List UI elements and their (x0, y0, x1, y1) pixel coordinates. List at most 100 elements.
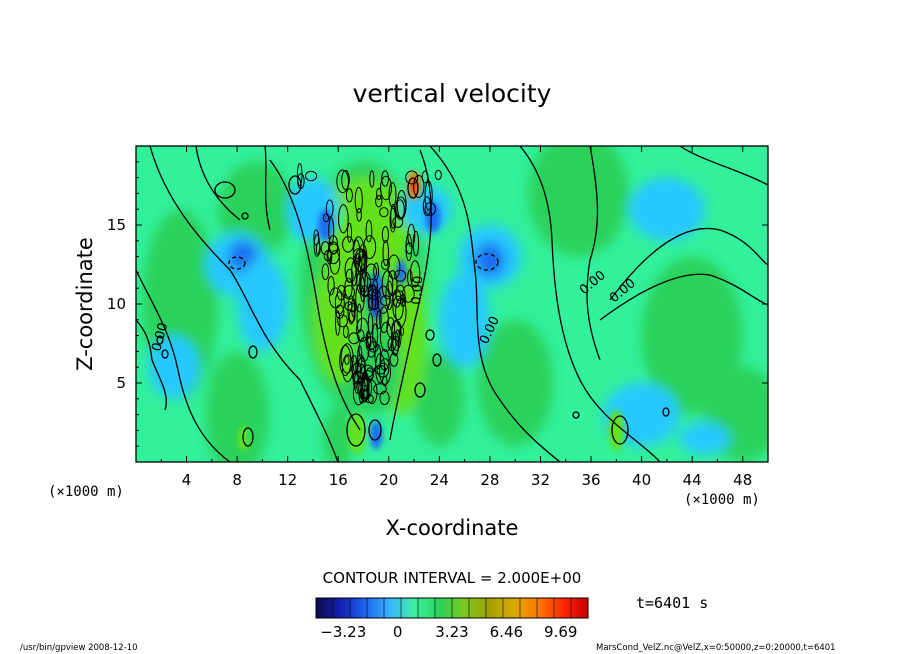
colorbar-tick-label: 9.69 (544, 623, 577, 641)
small-contour (424, 180, 433, 211)
small-contour (375, 195, 383, 208)
x-axis-label: X-coordinate (386, 516, 519, 540)
field-blob (679, 422, 731, 455)
small-contour (338, 204, 349, 234)
x-tick-label: 20 (379, 471, 398, 489)
contour-label: 0.00 (149, 321, 171, 353)
colorbar-tick-label: 6.46 (490, 623, 523, 641)
small-contour (354, 186, 363, 214)
small-contour (342, 236, 354, 253)
small-contour (369, 170, 375, 188)
small-contour (342, 325, 349, 339)
small-contour (355, 354, 366, 379)
small-contour (344, 257, 357, 283)
small-contour (395, 290, 404, 302)
small-contour (372, 323, 379, 348)
field-core (348, 413, 367, 455)
small-contour (365, 263, 378, 281)
field-core (425, 201, 441, 233)
colorbar-ticks: −3.23 0 3.23 6.46 9.69 (315, 598, 589, 641)
x-tick-label: 32 (531, 471, 550, 489)
small-contour (340, 343, 354, 374)
field-blob (312, 256, 364, 383)
small-contour (413, 174, 425, 198)
field-blob (414, 351, 465, 447)
small-contour (347, 222, 353, 243)
small-contour (367, 285, 379, 297)
small-contour (341, 354, 354, 383)
small-contour (422, 196, 432, 217)
small-contour (347, 295, 355, 325)
small-contour (379, 348, 390, 371)
x-tick-label: 8 (232, 471, 242, 489)
small-contour (386, 317, 396, 338)
y-axis-label: Z-coordinate (73, 237, 97, 371)
small-contour (355, 252, 362, 266)
field-core (608, 409, 624, 451)
small-contour (405, 170, 419, 185)
small-contour (380, 175, 392, 201)
footer-left: /usr/bin/gpview 2008-12-10 (20, 643, 138, 653)
dense-contours (296, 163, 442, 406)
small-contour (367, 312, 374, 335)
small-contour (388, 182, 397, 208)
small-contour (321, 263, 330, 281)
colorbar-tick-label: 3.23 (435, 623, 468, 641)
small-contour (336, 169, 349, 194)
small-contour (373, 383, 387, 395)
field-core (369, 420, 383, 450)
small-contour (376, 310, 382, 330)
small-contour (421, 170, 429, 184)
contour-interval: CONTOUR INTERVAL = 2.000E+00 (323, 569, 582, 587)
field-blob (477, 319, 554, 447)
contour-label: 0.00 (409, 275, 426, 305)
small-contour (323, 213, 330, 223)
field-blob (474, 242, 506, 278)
x-unit-left: (×1000 m) (48, 484, 124, 500)
small-contour (358, 243, 368, 272)
small-contour (362, 369, 374, 381)
x-tick-label: 12 (278, 471, 297, 489)
plot-area: 0.00 0.00 0.00 0.00 0.00 (136, 146, 768, 462)
small-contour (391, 320, 402, 351)
small-contour (366, 336, 372, 348)
small-contour (407, 269, 413, 287)
small-contour (412, 230, 420, 257)
field-blob (628, 177, 705, 241)
small-contour (313, 234, 321, 257)
colorbar-tick-label: 0 (393, 623, 403, 641)
field-core (381, 225, 397, 257)
small-contour (365, 219, 373, 243)
small-contour (387, 270, 398, 297)
chart-title: vertical velocity (353, 79, 552, 108)
x-tick-label: 16 (329, 471, 348, 489)
small-contour (387, 254, 401, 280)
field-blob (641, 256, 743, 415)
x-tick-label: 28 (480, 471, 499, 489)
small-contour (399, 326, 405, 337)
small-contour (356, 208, 362, 222)
time-label: t=6401 s (636, 594, 708, 612)
small-contour (355, 283, 365, 313)
field-blob (237, 256, 288, 352)
small-contour (359, 384, 370, 402)
small-contour (381, 226, 389, 243)
field-core (396, 259, 407, 286)
y-tick-label: 15 (107, 216, 126, 234)
small-contour (382, 239, 390, 267)
small-contour (381, 270, 394, 300)
small-contour (353, 248, 366, 260)
velocity-field (142, 146, 768, 462)
x-tick-label: 4 (182, 471, 192, 489)
colorbar-tick-label: −3.23 (320, 623, 366, 641)
small-contour (395, 329, 400, 347)
small-contour (409, 260, 421, 288)
x-tick-label: 48 (733, 471, 752, 489)
small-contour (434, 169, 442, 181)
small-contour (328, 217, 335, 245)
small-contour (357, 250, 365, 277)
small-contour (392, 295, 404, 321)
small-contour (376, 285, 391, 314)
small-contour (329, 250, 341, 275)
